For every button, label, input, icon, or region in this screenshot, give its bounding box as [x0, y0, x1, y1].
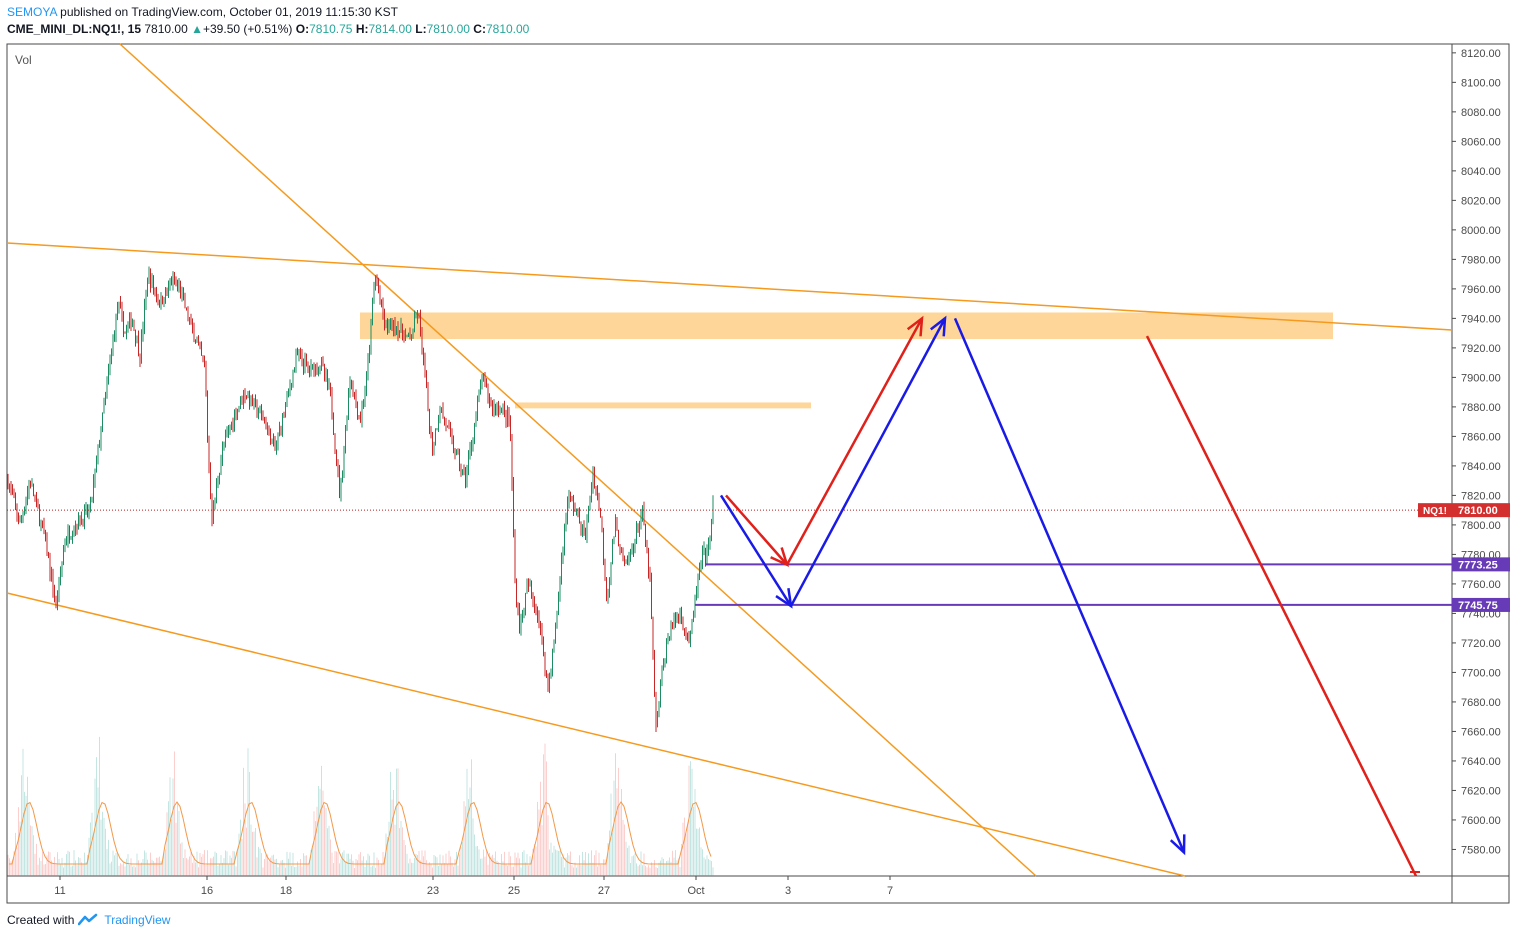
high-value: 7814.00 [368, 22, 412, 36]
volume-label: Vol [15, 53, 32, 67]
descending-trend-line [119, 43, 1037, 877]
volume-bars [7, 736, 714, 876]
price-tick-label: 7980.00 [1461, 254, 1501, 266]
open-value: 7810.75 [309, 22, 353, 36]
upper-channel-line [6, 242, 1453, 331]
symbol-tag-label: NQ1! [1423, 506, 1447, 517]
price-tick-label: 7620.00 [1461, 785, 1501, 797]
price-tick-label: 8060.00 [1461, 136, 1501, 148]
price-tick-label: 8020.00 [1461, 195, 1501, 207]
price-tick-label: 8080.00 [1461, 107, 1501, 119]
lower-channel-line [6, 592, 1186, 877]
blue-up-arrow [789, 317, 947, 607]
author-name[interactable]: SEMOYA [7, 5, 57, 19]
time-tick-label: 27 [598, 885, 610, 897]
chart-frame [6, 43, 1510, 904]
time-tick-label: 11 [54, 885, 65, 897]
horizontal-lines [7, 509, 1452, 606]
price-tick-label: 8000.00 [1461, 225, 1501, 237]
close-value: 7810.00 [485, 22, 530, 36]
price-tick-label: 7700.00 [1461, 667, 1501, 679]
price-tag [1452, 557, 1510, 572]
price-tick-label: 7880.00 [1461, 402, 1501, 414]
red-down-arrow [725, 494, 788, 566]
change-value: +39.50 (+0.51%) [203, 22, 293, 36]
publish-info: SEMOYA published on TradingView.com, Oct… [7, 5, 398, 19]
blue-down-arrow [719, 494, 793, 607]
price-tick-label: 7800.00 [1461, 520, 1501, 532]
time-tick-label: Oct [687, 885, 704, 897]
price-tick-label: 8120.00 [1461, 48, 1501, 60]
trend-lines [6, 43, 1453, 877]
time-tick-label: 25 [508, 885, 520, 897]
price-tag [1452, 503, 1510, 518]
tradingview-brand[interactable]: TradingView [104, 913, 171, 927]
resistance-zones [360, 312, 1333, 409]
symbol-name: CME_MINI_DL:NQ1!, 15 [7, 22, 142, 36]
price-tick-label: 7580.00 [1461, 844, 1501, 856]
resistance-zone [515, 402, 811, 409]
price-labels: NQ1! 7810.00 7773.25 7745.75 [1418, 503, 1510, 612]
chart-border [6, 43, 1510, 904]
tradingview-logo-icon [78, 913, 98, 926]
low-value: 7810.00 [426, 22, 470, 36]
price-tick-label: 7640.00 [1461, 756, 1501, 768]
red-arrowhead [770, 547, 790, 568]
symbol-legend: CME_MINI_DL:NQ1!, 15 7810.00 ▲+39.50 (+0… [7, 22, 529, 36]
price-tag-label: 7810.00 [1458, 505, 1498, 517]
time-tick-label: 23 [427, 885, 439, 897]
open-label: O: [295, 22, 310, 36]
price-tick-label: 7680.00 [1461, 697, 1501, 709]
price-tick-label: 7900.00 [1461, 372, 1501, 384]
price-tick-label: 8040.00 [1461, 166, 1501, 178]
price-tick-label: 7600.00 [1461, 815, 1501, 827]
price-tick-label: 7760.00 [1461, 579, 1501, 591]
time-tick-label: 3 [785, 885, 791, 897]
red-arrowhead [906, 315, 924, 337]
price-tick-label: 7820.00 [1461, 490, 1501, 502]
blue-long-down-arrow [953, 317, 1186, 853]
time-tick-label: 16 [201, 885, 213, 897]
symbol-tag [1418, 503, 1452, 518]
price-tick-label: 7720.00 [1461, 638, 1501, 650]
resistance-zone [360, 312, 1333, 340]
candles [7, 266, 714, 732]
up-triangle-icon: ▲ [191, 22, 203, 36]
high-label: H: [355, 22, 369, 36]
blue-arrowhead [1169, 834, 1186, 856]
projection-arrows [719, 315, 1420, 877]
time-tick-label: 7 [887, 885, 893, 897]
footer: Created with TradingView [7, 913, 170, 927]
low-label: L: [415, 22, 427, 36]
price-tick-label: 7860.00 [1461, 431, 1501, 443]
volume-ma-line [9, 801, 712, 865]
close-label: C: [473, 22, 486, 36]
published-text: published on TradingView.com, October 01… [60, 5, 398, 19]
blue-arrowhead [930, 315, 947, 337]
time-tick-label: 18 [280, 885, 292, 897]
price-tick-label: 7840.00 [1461, 461, 1501, 473]
price-tick-label: 8100.00 [1461, 77, 1501, 89]
created-with-text: Created with [7, 913, 75, 927]
price-axis: 7580.00 7600.00 7620.00 7640.00 7660.00 7680.… [1452, 48, 1501, 856]
price-tick-label: 7920.00 [1461, 343, 1501, 355]
price-tick-label: 7940.00 [1461, 313, 1501, 325]
price-tag [1452, 597, 1510, 612]
price-tag-label: 7745.75 [1458, 600, 1498, 612]
price-tick-label: 7660.00 [1461, 726, 1501, 738]
red-up-arrow [785, 317, 924, 566]
price-tag-label: 7773.25 [1458, 559, 1498, 571]
last-price: 7810.00 [144, 22, 188, 36]
time-axis: 11 16 18 23 25 27 Oct 3 7 [54, 876, 893, 897]
red-long-down-arrow [1145, 335, 1418, 877]
blue-arrowhead [775, 588, 793, 609]
price-tick-label: 7960.00 [1461, 284, 1501, 296]
